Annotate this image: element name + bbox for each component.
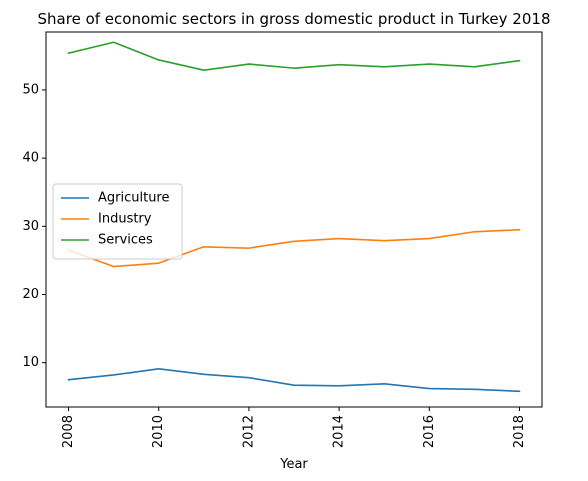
legend-label-agriculture: Agriculture [98, 191, 170, 206]
y-tick-label: 10 [22, 355, 39, 370]
series-line-services [67, 41, 521, 71]
series-layer [67, 41, 521, 393]
axes-frame [45, 31, 543, 408]
series-line-industry [67, 228, 521, 268]
y-axis-ticks: 10 20 30 40 50 [22, 82, 46, 370]
x-axis-label: Year [279, 457, 308, 472]
x-tick-label: 2012 [241, 415, 256, 448]
x-axis-ticks: 2008 2010 2012 2014 2016 2018 [61, 407, 527, 448]
chart-legend: Agriculture Industry Services [52, 183, 183, 260]
series-line-agriculture [67, 368, 521, 393]
plot-area-border [45, 31, 543, 408]
x-tick-label: 2008 [61, 415, 76, 448]
y-tick-label: 40 [22, 151, 39, 166]
y-tick-label: 30 [22, 219, 39, 234]
y-tick-label: 50 [22, 82, 39, 97]
x-tick-label: 2016 [422, 415, 437, 448]
x-tick-label: 2014 [332, 415, 347, 448]
legend-label-industry: Industry [98, 212, 152, 227]
legend-label-services: Services [98, 233, 153, 248]
x-tick-label: 2018 [512, 415, 527, 448]
chart-title: Share of economic sectors in gross domes… [38, 10, 551, 28]
y-tick-label: 20 [22, 287, 39, 302]
x-tick-label: 2010 [151, 415, 166, 448]
